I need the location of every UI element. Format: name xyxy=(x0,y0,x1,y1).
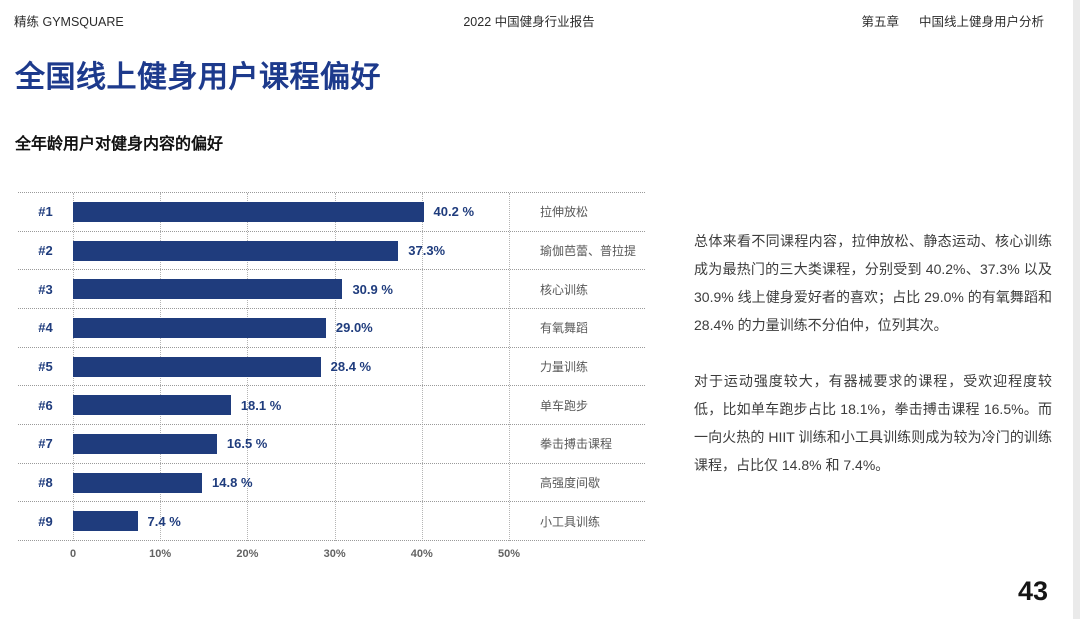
category-label: 力量训练 xyxy=(540,360,589,375)
x-tick-label: 0 xyxy=(69,548,77,560)
page-title: 全国线上健身用户课程偏好 xyxy=(15,61,381,94)
bar xyxy=(73,317,326,338)
gridline xyxy=(334,193,336,541)
rank-label: #4 xyxy=(38,320,53,336)
value-label: 14.8 % xyxy=(212,475,253,491)
chart-row: #4 29.0% 有氧舞蹈 xyxy=(18,309,645,348)
category-label: 有氧舞蹈 xyxy=(540,321,589,336)
chart-row: #5 28.4 % 力量训练 xyxy=(18,348,645,387)
value-label: 29.0% xyxy=(335,320,373,336)
value-label: 18.1 % xyxy=(240,397,282,413)
value-label: 40.2 % xyxy=(433,204,475,220)
bar xyxy=(73,356,321,377)
bar xyxy=(73,433,217,454)
chart-row: #3 30.9 % 核心训练 xyxy=(18,270,645,310)
x-tick-label: 30% xyxy=(323,548,346,560)
value-label: 7.4 % xyxy=(147,513,181,529)
bar-track: 37.3% xyxy=(73,240,509,261)
gridline xyxy=(509,193,510,541)
commentary-paragraph-1: 总体来看不同课程内容，拉伸放松、静态运动、核心训练成为最热门的三大类课程，分别受… xyxy=(694,233,1052,333)
chart-row: #9 7.4 % 小工具训练 xyxy=(18,502,645,542)
commentary: 总体来看不同课程内容，拉伸放松、静态运动、核心训练成为最热门的三大类课程，分别受… xyxy=(694,227,1052,479)
chart-row: #2 37.3% 瑜伽芭蕾、普拉提 xyxy=(18,232,645,271)
bar-track: 28.4 % xyxy=(73,356,509,377)
rank-label: #3 xyxy=(38,281,53,297)
bar-track: 16.5 % xyxy=(73,433,509,454)
bar xyxy=(73,201,424,222)
chapter-info: 第五章 中国线上健身用户分析 xyxy=(861,11,1044,30)
chart-row: #1 40.2 % 拉伸放松 xyxy=(18,193,645,232)
rank-label: #1 xyxy=(38,204,53,220)
x-tick-label: 40% xyxy=(410,548,433,560)
page-header: 精练 GYMSQUARE 2022 中国健身行业报告 第五章 中国线上健身用户分析 xyxy=(14,11,1044,30)
category-label: 高强度间歇 xyxy=(540,476,601,491)
chart-row: #6 18.1 % 单车跑步 xyxy=(18,386,645,426)
value-label: 37.3% xyxy=(408,243,446,258)
page-edge-strip xyxy=(1073,0,1080,619)
page-number: 43 xyxy=(1017,576,1048,606)
gridline xyxy=(421,193,423,541)
bar-track: 30.9 % xyxy=(73,279,509,300)
category-label: 拳击搏击课程 xyxy=(540,437,613,452)
category-label: 单车跑步 xyxy=(540,398,589,413)
chapter-title: 中国线上健身用户分析 xyxy=(918,15,1044,29)
rank-label: #6 xyxy=(38,397,53,413)
chart-row: #7 16.5 % 拳击搏击课程 xyxy=(18,425,645,464)
category-label: 小工具训练 xyxy=(540,514,601,529)
bar-track: 7.4 % xyxy=(73,511,509,532)
bar xyxy=(73,240,399,261)
chapter-number: 第五章 xyxy=(861,15,899,29)
rank-label: #2 xyxy=(38,243,53,258)
bar-track: 14.8 % xyxy=(73,472,509,493)
rank-label: #9 xyxy=(38,513,53,529)
bar xyxy=(73,395,231,416)
x-axis: 0 10% 20% 30% 40% 50% xyxy=(69,548,520,564)
x-tick-label: 20% xyxy=(236,548,259,560)
category-label: 瑜伽芭蕾、普拉提 xyxy=(540,244,637,258)
bar-track: 40.2 % xyxy=(73,201,509,222)
category-label: 拉伸放松 xyxy=(540,205,589,220)
rank-label: #5 xyxy=(38,359,53,375)
bar xyxy=(73,472,203,493)
x-tick-label: 10% xyxy=(149,548,172,560)
chart-row: #8 14.8 % 高强度间歇 xyxy=(18,464,645,503)
value-label: 16.5 % xyxy=(226,436,268,452)
chart-rows: #1 40.2 % 拉伸放松 #2 37.3% 瑜伽芭蕾、普拉提 #3 30.9 % 核心训练 #… xyxy=(18,192,645,542)
bar-track: 29.0% xyxy=(73,317,509,338)
chart-title: 全年龄用户对健身内容的偏好 xyxy=(15,136,224,153)
bar-chart: #1 40.2 % 拉伸放松 #2 37.3% 瑜伽芭蕾、普拉提 #3 30.9 % 核心训练 #… xyxy=(18,192,645,564)
rank-label: #8 xyxy=(38,475,53,491)
x-tick-label: 50% xyxy=(497,548,521,560)
brand-logo-text: 精练 GYMSQUARE xyxy=(14,15,124,29)
value-label: 30.9 % xyxy=(352,281,393,297)
bar xyxy=(73,511,138,532)
report-title: 2022 中国健身行业报告 xyxy=(463,15,595,29)
category-label: 核心训练 xyxy=(540,282,589,297)
commentary-paragraph-2: 对于运动强度较大，有器械要求的课程，受欢迎程度较低，比如单车跑步占比 18.1%… xyxy=(694,373,1052,473)
bar-track: 18.1 % xyxy=(73,395,509,416)
bar xyxy=(73,279,343,300)
rank-label: #7 xyxy=(38,436,53,452)
value-label: 28.4 % xyxy=(330,359,372,375)
